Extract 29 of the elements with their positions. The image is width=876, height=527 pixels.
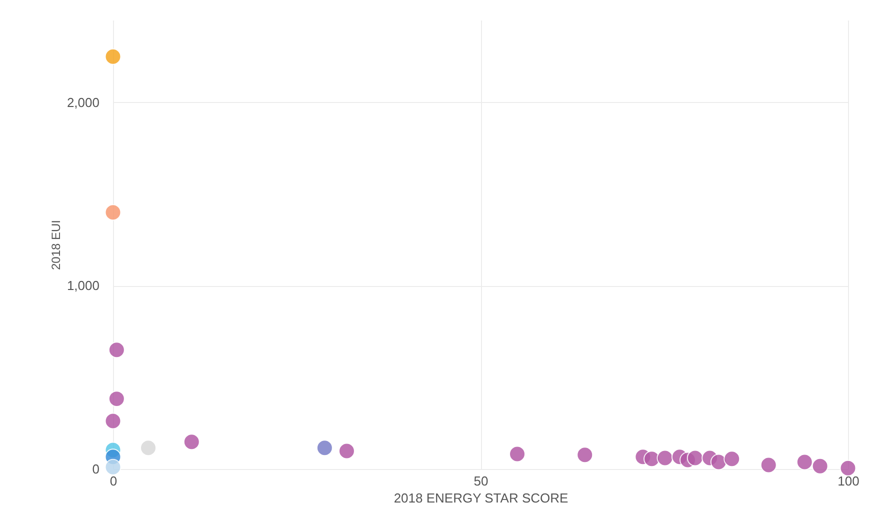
- point: [108, 342, 125, 358]
- point: [104, 204, 122, 221]
- point: [812, 458, 828, 474]
- point: [509, 446, 526, 462]
- point: [104, 458, 122, 476]
- point: [108, 390, 125, 408]
- point: [644, 450, 660, 468]
- x-tick-label: 0: [110, 474, 118, 488]
- point: [686, 450, 704, 466]
- point: [710, 454, 727, 470]
- x-tick-label: 50: [474, 474, 488, 488]
- point: [576, 446, 594, 464]
- x-axis-title: 2018 ENERGY STAR SCORE: [394, 490, 569, 506]
- point: [104, 412, 122, 430]
- point: [140, 440, 157, 456]
- point: [338, 442, 355, 460]
- point: [104, 48, 122, 65]
- point: [183, 434, 200, 450]
- point: [724, 450, 740, 468]
- y-axis-title: 2018 EUI: [48, 220, 63, 270]
- y-tick-label: 2,000: [66, 94, 100, 110]
- point: [760, 456, 777, 474]
- point: [840, 460, 856, 476]
- point: [316, 440, 333, 456]
- point: [796, 454, 813, 470]
- y-tick-label: 1,000: [66, 278, 100, 294]
- x-tick-label: 100: [838, 474, 860, 488]
- point: [656, 450, 674, 466]
- y-tick-label: 0: [92, 462, 100, 476]
